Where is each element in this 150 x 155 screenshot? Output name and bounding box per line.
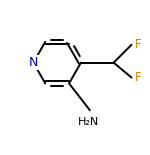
Text: N: N — [29, 56, 38, 69]
Text: F: F — [134, 38, 141, 51]
Text: H₂N: H₂N — [78, 117, 99, 126]
Text: F: F — [134, 71, 141, 84]
